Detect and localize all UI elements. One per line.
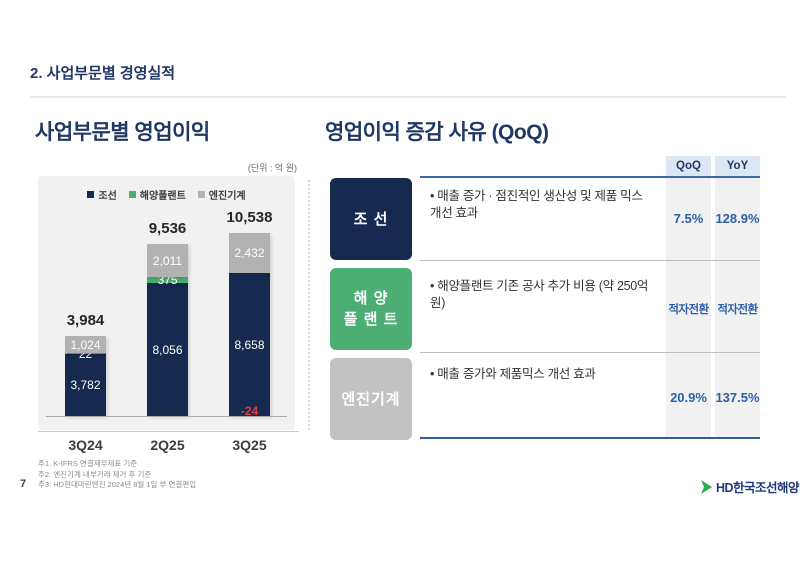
qoq-value-offshore: 적자전환 bbox=[668, 304, 709, 316]
legend-swatch-icon bbox=[128, 191, 136, 198]
bar-segment bbox=[147, 244, 188, 277]
bar-segment bbox=[65, 353, 106, 354]
logo-text: HD한국조선해양 bbox=[716, 481, 800, 495]
segment-box-engine: 엔진기계 bbox=[330, 358, 412, 440]
bar-segment-label: 3,782 bbox=[70, 378, 101, 392]
yoy-value-shipbuilding: 128.9% bbox=[715, 211, 760, 226]
yoy-column-stripe bbox=[715, 178, 760, 437]
qoq-value-shipbuilding: 7.5% bbox=[673, 211, 704, 226]
x-axis-label: 2Q25 bbox=[150, 437, 185, 453]
bar-segment-label: 2,011 bbox=[152, 253, 183, 268]
bullet-offshore: • 해양플랜트 기존 공사 추가 비용 (약 250억원) bbox=[430, 279, 649, 310]
qoq-value-engine: 20.9% bbox=[670, 390, 707, 405]
bar-segment bbox=[147, 277, 188, 283]
footnote-1: 주1. K-IFRS 연결재무제표 기준 bbox=[38, 459, 138, 468]
section-divider bbox=[308, 180, 310, 430]
chart-zero-axis bbox=[46, 416, 287, 417]
table-header-rule bbox=[420, 176, 760, 178]
page-number: 7 bbox=[20, 478, 27, 490]
bar-total-label: 10,538 bbox=[226, 209, 273, 226]
footnotes: 주1. K-IFRS 연결재무제표 기준 주2. 엔진기계 내부거래 제거 후 … bbox=[38, 459, 196, 491]
legend-item: 조선 bbox=[87, 187, 117, 202]
bar-segment bbox=[229, 273, 270, 416]
bar-segment-label: 1,024 bbox=[70, 337, 101, 352]
chart-section-title: 사업부문별 영업이익 bbox=[35, 121, 210, 144]
chart-legend: 조선 해양플랜트 엔진기계 bbox=[38, 187, 295, 202]
bar-segment-label: 8,658 bbox=[234, 337, 265, 352]
yoy-value-offshore: 적자전환 bbox=[717, 304, 758, 316]
segment-box-offshore: 해 양 플 랜 트 bbox=[330, 268, 412, 350]
yoy-value-engine: 137.5% bbox=[715, 390, 760, 405]
segment-box-shipbuilding: 조 선 bbox=[330, 178, 412, 260]
bar-segment-label: 8,056 bbox=[152, 342, 183, 357]
chart-unit-label: (단위 : 억 원) bbox=[247, 163, 297, 173]
bar-negative-label: -24 bbox=[240, 404, 259, 418]
legend-label: 해양플랜트 bbox=[139, 191, 186, 202]
x-axis-label: 3Q25 bbox=[232, 437, 267, 453]
qoq-column-header: QoQ bbox=[666, 156, 711, 176]
bar-total-label: 9,536 bbox=[148, 220, 187, 237]
bar-total-label: 3,984 bbox=[66, 312, 105, 329]
table-section-title: 영업이익 증감 사유 (QoQ) bbox=[325, 121, 549, 144]
bar-segment-label: 2,432 bbox=[234, 246, 265, 260]
yoy-column-header: YoY bbox=[715, 156, 760, 176]
legend-label: 엔진기계 bbox=[208, 191, 246, 202]
bar-chart: 조선 해양플랜트 엔진기계 3,782 22 1,024 3,984 8,056 375 2,0… bbox=[38, 176, 295, 430]
company-logo: HD한국조선해양 bbox=[700, 477, 800, 496]
bullet-engine: • 매출 증가와 제품믹스 개선 효과 bbox=[430, 367, 596, 381]
chart-x-axis-line bbox=[38, 431, 299, 432]
logo-arrow-icon bbox=[701, 479, 712, 494]
x-axis-label: 3Q24 bbox=[68, 437, 103, 453]
legend-swatch-icon bbox=[87, 191, 95, 198]
legend-label: 조선 bbox=[98, 191, 117, 202]
bar-segment bbox=[65, 354, 106, 416]
footnote-3: 주3: HD현대마린엔진 2024년 8월 1일 부 연결편입 bbox=[38, 480, 197, 489]
row-divider-1 bbox=[420, 260, 760, 261]
table-bottom-rule bbox=[420, 437, 760, 439]
legend-item: 해양플랜트 bbox=[128, 187, 186, 202]
bullet-shipbuilding: • 매출 증가 · 점진적인 생산성 및 제품 믹스 개선 효과 bbox=[430, 189, 643, 220]
qoq-column-stripe bbox=[666, 178, 711, 437]
legend-item: 엔진기계 bbox=[197, 187, 246, 202]
row-divider-2 bbox=[420, 352, 760, 353]
bar-segment bbox=[65, 336, 106, 353]
footnote-2: 주2. 엔진기계 내부거래 제거 후 기준 bbox=[38, 469, 152, 479]
bar-segment bbox=[147, 283, 188, 416]
legend-swatch-icon bbox=[197, 191, 205, 198]
page-title: 2. 사업부문별 경영실적 bbox=[30, 65, 176, 82]
header-divider bbox=[30, 96, 786, 98]
bar-segment bbox=[229, 233, 270, 273]
